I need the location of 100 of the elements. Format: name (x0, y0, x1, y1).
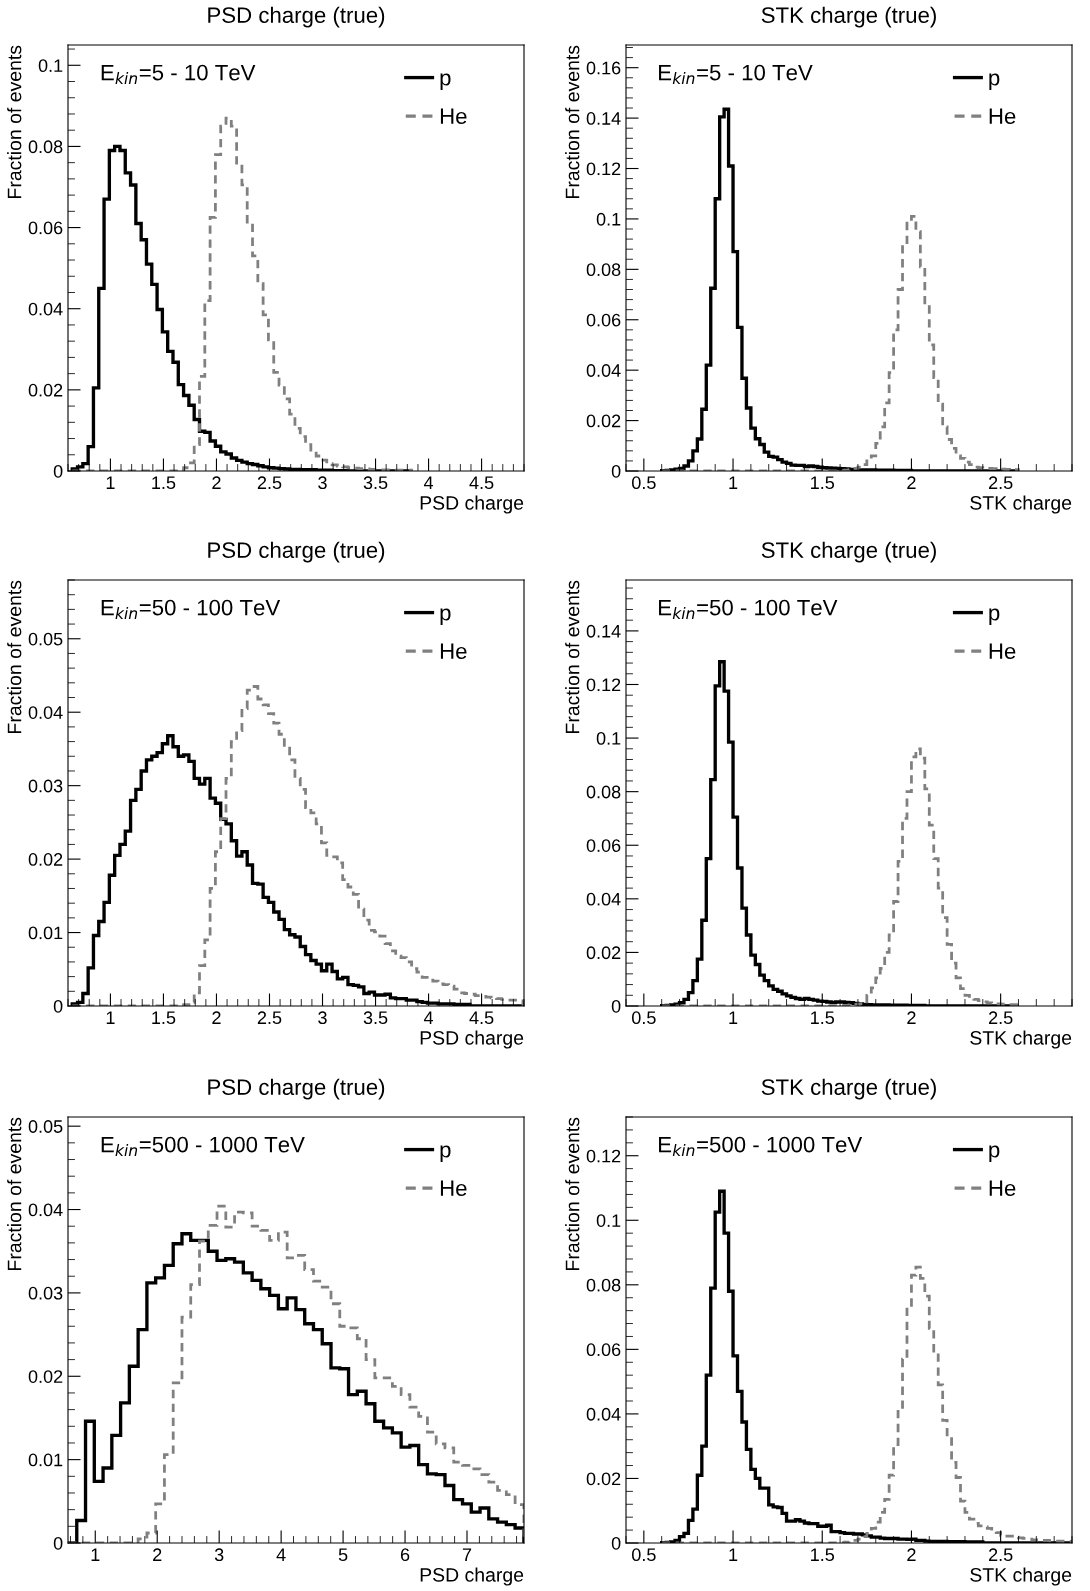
x-axis-title: STK charge (970, 1030, 1072, 1049)
y-axis-title: Fraction of events (565, 45, 580, 198)
y-tick-label: 0.16 (586, 61, 621, 75)
y-tick-label: 0.06 (28, 221, 63, 235)
chart-title: PSD charge (true) (208, 1078, 385, 1100)
y-axis-title: Fraction of events (565, 1117, 580, 1270)
y-tick-label: 0.06 (586, 839, 621, 852)
x-tick-label: 1 (106, 476, 115, 489)
x-tick-label: 2 (907, 1548, 916, 1561)
legend-label: p (989, 608, 1000, 625)
legend-label: p (440, 608, 451, 625)
annotation: E$_{kin}$=5 - 10 TeV (101, 64, 256, 84)
x-tick-label: 2 (153, 1548, 162, 1561)
legend-label: p (440, 1145, 451, 1162)
y-tick-label: 0.03 (28, 1286, 63, 1300)
x-tick-label: 1 (91, 1548, 100, 1561)
y-tick-label: 0.12 (586, 1149, 621, 1163)
annotation: E$_{kin}$=500 - 1000 TeV (659, 1136, 863, 1156)
x-tick-label: 4 (423, 476, 434, 489)
x-tick-label: 3 (214, 1548, 224, 1562)
x-tick-label: 0.5 (632, 1011, 656, 1025)
x-tick-label: 4.5 (469, 1011, 494, 1025)
x-tick-label: 3 (318, 1011, 327, 1025)
y-tick-label: 0.06 (586, 1343, 621, 1357)
legend-label: p (440, 73, 451, 90)
y-tick-label: 0.14 (586, 112, 621, 125)
chart-title: PSD charge (true) (208, 6, 385, 28)
y-tick-label: 0.08 (586, 1278, 621, 1292)
y-tick-label: 0 (53, 999, 63, 1013)
y-tick-label: 0.1 (38, 59, 63, 73)
x-tick-label: 4.5 (469, 476, 494, 490)
y-tick-label: 0.04 (28, 1203, 63, 1217)
legend-label: He (989, 643, 1016, 660)
y-tick-label: 0.1 (596, 1214, 621, 1227)
x-tick-label: 2 (907, 1011, 916, 1024)
y-tick-label: 0 (611, 464, 621, 478)
chart-title: STK charge (true) (761, 1078, 936, 1100)
y-tick-label: 0.04 (28, 706, 63, 719)
y-tick-label: 0.02 (28, 853, 63, 866)
y-tick-label: 0.08 (586, 785, 621, 799)
y-tick-label: 0.02 (586, 414, 621, 428)
y-axis-title: Fraction of events (7, 1117, 22, 1270)
y-tick-label: 0.1 (596, 732, 621, 745)
y-tick-label: 0.05 (28, 1120, 63, 1133)
x-tick-label: 1 (729, 1548, 738, 1561)
y-tick-label: 0.03 (28, 779, 63, 793)
chart-title: STK charge (true) (761, 6, 936, 28)
annotation: E$_{kin}$=50 - 100 TeV (101, 599, 281, 619)
x-axis-title: STK charge (970, 495, 1072, 514)
x-tick-label: 3.5 (363, 476, 388, 490)
x-tick-label: 2 (212, 1011, 221, 1024)
chart-title: PSD charge (true) (208, 541, 385, 563)
x-tick-label: 1.5 (811, 1011, 835, 1025)
annotation: E$_{kin}$=50 - 100 TeV (659, 599, 838, 619)
y-tick-label: 0.06 (586, 313, 621, 327)
y-tick-label: 0.12 (586, 162, 621, 176)
y-tick-label: 0 (53, 464, 63, 478)
y-tick-label: 0.02 (28, 1370, 63, 1383)
y-tick-label: 0.08 (28, 140, 63, 154)
y-tick-label: 0 (53, 1536, 63, 1550)
annotation: E$_{kin}$=5 - 10 TeV (659, 64, 813, 84)
legend-label: He (989, 108, 1016, 125)
y-tick-label: 0.04 (28, 302, 63, 316)
y-tick-label: 0.14 (586, 624, 621, 638)
x-tick-label: 1.5 (152, 1011, 176, 1025)
x-axis-title: PSD charge (420, 1567, 524, 1586)
x-tick-label: 2.5 (257, 476, 282, 490)
y-tick-label: 0.02 (586, 1472, 621, 1486)
x-tick-label: 3 (318, 476, 327, 490)
y-tick-label: 0 (611, 1536, 621, 1550)
y-tick-label: 0.08 (586, 263, 621, 277)
x-tick-label: 1 (729, 476, 738, 489)
chart-title: STK charge (true) (761, 541, 936, 563)
y-tick-label: 0 (611, 999, 621, 1013)
x-tick-label: 1.5 (811, 1548, 835, 1562)
x-tick-label: 5 (338, 1548, 348, 1562)
x-tick-label: 2.5 (257, 1011, 282, 1025)
x-axis-title: STK charge (970, 1567, 1072, 1586)
y-tick-label: 0.04 (586, 892, 621, 906)
y-tick-label: 0.01 (28, 926, 63, 940)
x-axis-title: PSD charge (420, 1030, 524, 1049)
y-tick-label: 0.05 (28, 632, 63, 646)
x-axis-title: PSD charge (420, 495, 524, 514)
x-tick-label: 1.5 (811, 476, 835, 490)
x-tick-label: 4 (276, 1548, 286, 1561)
annotation: E$_{kin}$=500 - 1000 TeV (101, 1136, 305, 1156)
legend-label: He (440, 108, 467, 125)
x-tick-label: 1 (729, 1011, 738, 1024)
y-tick-label: 0.01 (28, 1453, 63, 1467)
y-tick-label: 0.04 (586, 1407, 621, 1421)
x-tick-label: 2.5 (989, 476, 1013, 490)
x-tick-label: 1 (106, 1011, 115, 1024)
x-tick-label: 6 (400, 1548, 410, 1562)
x-tick-label: 2.5 (989, 1548, 1013, 1562)
legend-label: He (440, 643, 467, 660)
x-tick-label: 2 (907, 476, 916, 489)
legend-label: p (989, 1145, 1000, 1162)
x-tick-label: 1.5 (152, 476, 176, 490)
x-tick-label: 2 (212, 476, 221, 489)
y-tick-label: 0.02 (586, 946, 621, 960)
